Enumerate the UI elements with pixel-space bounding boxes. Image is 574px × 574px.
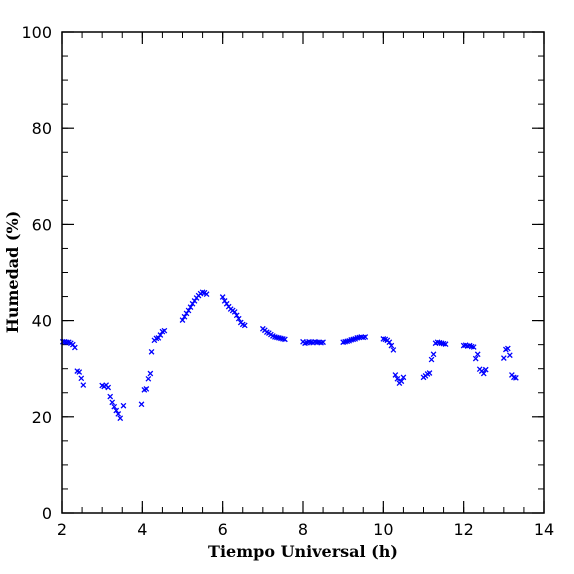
x-tick-label: 8 bbox=[298, 520, 308, 539]
data-point bbox=[394, 375, 401, 382]
x-tick-label: 6 bbox=[218, 520, 228, 539]
data-point bbox=[109, 399, 116, 406]
x-tick-label: 10 bbox=[373, 520, 393, 539]
y-tick-label: 0 bbox=[42, 504, 52, 523]
x-tick-label: 14 bbox=[534, 520, 554, 539]
data-point bbox=[115, 411, 122, 417]
data-point bbox=[504, 345, 511, 352]
data-point bbox=[426, 370, 433, 376]
data-points bbox=[59, 289, 519, 422]
y-tick-label: 60 bbox=[32, 215, 52, 234]
data-point bbox=[506, 352, 513, 359]
data-point bbox=[233, 312, 240, 319]
minor-ticks bbox=[61, 31, 545, 514]
data-point bbox=[179, 317, 186, 323]
data-point bbox=[138, 401, 145, 408]
major-ticks bbox=[61, 31, 545, 514]
data-point bbox=[219, 294, 226, 300]
data-point bbox=[474, 351, 481, 358]
data-point bbox=[500, 355, 507, 361]
data-point bbox=[442, 341, 449, 348]
data-point bbox=[71, 344, 78, 351]
data-point bbox=[113, 407, 120, 414]
y-tick-label: 80 bbox=[32, 119, 52, 138]
data-point bbox=[470, 344, 477, 350]
data-point bbox=[390, 347, 397, 353]
data-point bbox=[472, 355, 479, 362]
plot-frame bbox=[61, 31, 545, 514]
data-point bbox=[430, 351, 437, 358]
y-tick-label: 20 bbox=[32, 408, 52, 427]
y-axis-title: Humedad (%) bbox=[3, 211, 22, 334]
data-point bbox=[203, 291, 210, 298]
data-point bbox=[400, 374, 407, 381]
y-tick-label: 40 bbox=[32, 312, 52, 331]
data-point bbox=[107, 393, 114, 400]
data-point bbox=[187, 304, 194, 310]
data-point bbox=[63, 339, 70, 346]
data-point bbox=[181, 313, 188, 320]
data-point bbox=[428, 356, 435, 363]
data-point bbox=[513, 374, 519, 381]
data-point bbox=[105, 384, 112, 391]
data-point bbox=[148, 349, 155, 355]
data-point bbox=[282, 336, 288, 343]
data-point bbox=[145, 375, 152, 382]
data-point bbox=[398, 378, 405, 385]
data-point bbox=[120, 402, 127, 409]
data-point bbox=[241, 322, 248, 329]
data-point bbox=[147, 370, 154, 377]
x-tick-labels: 2 4 6 8 10 12 14 bbox=[57, 520, 554, 539]
data-point bbox=[482, 366, 489, 373]
data-point bbox=[235, 315, 242, 322]
y-tick-label: 100 bbox=[21, 23, 52, 42]
data-point bbox=[157, 332, 164, 338]
x-tick-label: 12 bbox=[453, 520, 473, 539]
data-point bbox=[161, 327, 168, 334]
data-point bbox=[185, 307, 192, 314]
data-point bbox=[388, 342, 395, 349]
data-point bbox=[76, 369, 83, 375]
data-point bbox=[80, 382, 87, 388]
data-point bbox=[320, 339, 326, 346]
data-point bbox=[480, 370, 487, 377]
data-point bbox=[231, 309, 238, 315]
data-point bbox=[386, 339, 393, 346]
data-point bbox=[143, 386, 150, 392]
x-tick-label: 4 bbox=[137, 520, 147, 539]
data-point bbox=[392, 372, 399, 378]
x-axis-title: Tiempo Universal (h) bbox=[208, 542, 398, 561]
data-point bbox=[111, 403, 118, 410]
data-point bbox=[78, 375, 85, 382]
x-tick-label: 2 bbox=[57, 520, 67, 539]
y-tick-labels: 0 20 40 60 80 100 bbox=[21, 23, 52, 523]
data-point bbox=[362, 334, 369, 340]
data-point bbox=[117, 415, 124, 422]
